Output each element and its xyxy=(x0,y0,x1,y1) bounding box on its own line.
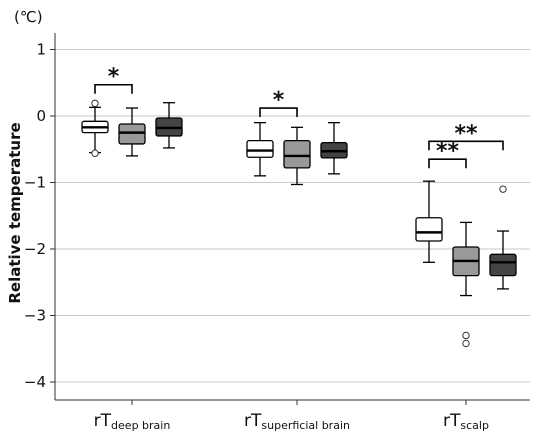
significance-label-0: * xyxy=(108,65,120,90)
axes xyxy=(50,33,530,405)
significance-label-2: ** xyxy=(436,139,460,164)
outlier-0-1 xyxy=(91,149,99,157)
box-6 xyxy=(415,180,443,263)
y-tick-label-1: 0 xyxy=(36,107,46,125)
y-tick-label-4: −3 xyxy=(24,307,46,325)
category-label-2: rTscalp xyxy=(443,411,489,432)
box-1 xyxy=(118,107,146,157)
bracket-0 xyxy=(94,83,133,94)
box-body-8 xyxy=(489,253,517,277)
boxes xyxy=(81,99,517,348)
box-2 xyxy=(155,102,183,149)
box-5 xyxy=(320,122,348,175)
box-0 xyxy=(81,99,109,157)
significance-label-3: ** xyxy=(454,121,478,146)
box-8 xyxy=(489,185,517,290)
bracket-3 xyxy=(428,140,504,151)
bracket-1 xyxy=(259,107,298,118)
box-body-4 xyxy=(283,139,311,169)
unit-label: (℃) xyxy=(14,8,43,26)
y-axis-label: Relative temperature xyxy=(6,122,24,303)
outlier-0-0 xyxy=(91,99,99,108)
category-label-0: rTdeep brain xyxy=(94,411,171,432)
axis-labels: 1 0 −1 −2 −3 −4 rTdeep brain rTsuperficial brai… xyxy=(24,41,489,433)
bracket-2 xyxy=(428,158,467,169)
y-tick-label-2: −1 xyxy=(24,174,46,192)
gridlines xyxy=(55,49,530,383)
outlier-8-0 xyxy=(499,185,507,193)
box-3 xyxy=(246,122,274,177)
outlier-7-1 xyxy=(462,339,470,348)
box-body-1 xyxy=(118,123,146,145)
box-body-3 xyxy=(246,139,274,158)
box-7 xyxy=(452,221,480,348)
significance-label-1: * xyxy=(273,88,285,113)
box-body-6 xyxy=(415,217,443,242)
y-tick-label-3: −2 xyxy=(24,240,46,258)
significance-brackets: ****** xyxy=(94,65,504,169)
box-4 xyxy=(283,126,311,186)
y-tick-label-0: 1 xyxy=(36,41,46,59)
y-tick-label-5: −4 xyxy=(24,373,46,391)
outlier-7-0 xyxy=(462,331,470,340)
category-label-1: rTsuperficial brain xyxy=(244,411,350,432)
